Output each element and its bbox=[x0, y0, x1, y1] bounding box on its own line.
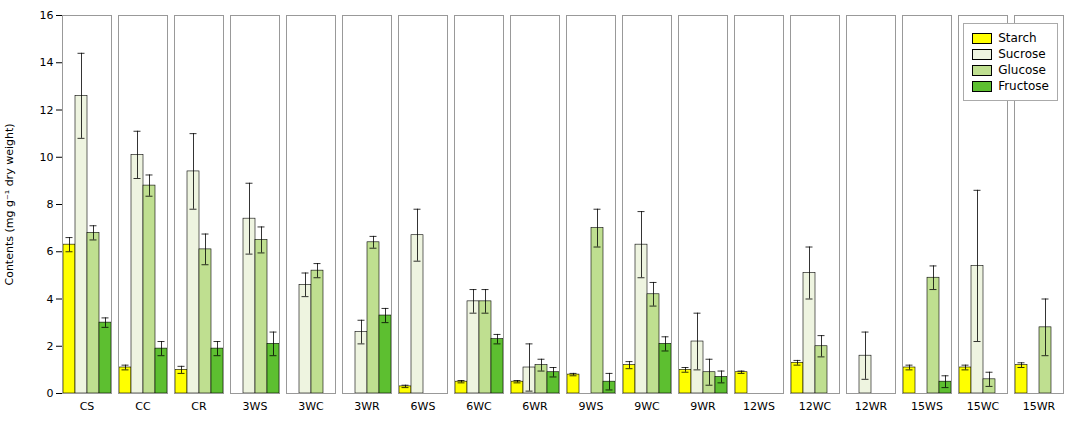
svg-text:8: 8 bbox=[47, 198, 54, 211]
svg-text:12WS: 12WS bbox=[743, 400, 775, 413]
svg-text:3WC: 3WC bbox=[298, 400, 324, 413]
svg-text:12WC: 12WC bbox=[799, 400, 832, 413]
svg-text:15WS: 15WS bbox=[911, 400, 943, 413]
svg-text:9WC: 9WC bbox=[634, 400, 660, 413]
svg-text:16: 16 bbox=[40, 9, 54, 22]
html-text:Starch: Starch bbox=[998, 31, 1037, 45]
html-text:Sucrose: Sucrose bbox=[998, 47, 1046, 61]
html-text:Glucose: Glucose bbox=[998, 63, 1046, 77]
svg-text:14: 14 bbox=[40, 56, 54, 69]
svg-text:6WS: 6WS bbox=[411, 400, 436, 413]
svg-text:CC: CC bbox=[135, 400, 151, 413]
svg-text:6WC: 6WC bbox=[466, 400, 492, 413]
svg-text:2: 2 bbox=[47, 340, 54, 353]
svg-text:Contents (mg g⁻¹ dry weight): Contents (mg g⁻¹ dry weight) bbox=[3, 123, 16, 285]
html-text:Fructose: Fructose bbox=[998, 79, 1049, 93]
svg-text:3WS: 3WS bbox=[243, 400, 268, 413]
svg-text:12WR: 12WR bbox=[855, 400, 888, 413]
svg-text:CS: CS bbox=[80, 400, 95, 413]
svg-text:9WS: 9WS bbox=[579, 400, 604, 413]
svg-text:6WR: 6WR bbox=[522, 400, 548, 413]
svg-text:9WR: 9WR bbox=[690, 400, 716, 413]
svg-text:6: 6 bbox=[47, 245, 54, 258]
svg-text:10: 10 bbox=[40, 151, 54, 164]
svg-text:CR: CR bbox=[191, 400, 207, 413]
svg-text:12: 12 bbox=[40, 104, 54, 117]
svg-text:0: 0 bbox=[47, 387, 54, 400]
svg-text:15WC: 15WC bbox=[967, 400, 1000, 413]
svg-text:3WR: 3WR bbox=[354, 400, 380, 413]
svg-text:4: 4 bbox=[47, 293, 54, 306]
svg-text:15WR: 15WR bbox=[1023, 400, 1056, 413]
